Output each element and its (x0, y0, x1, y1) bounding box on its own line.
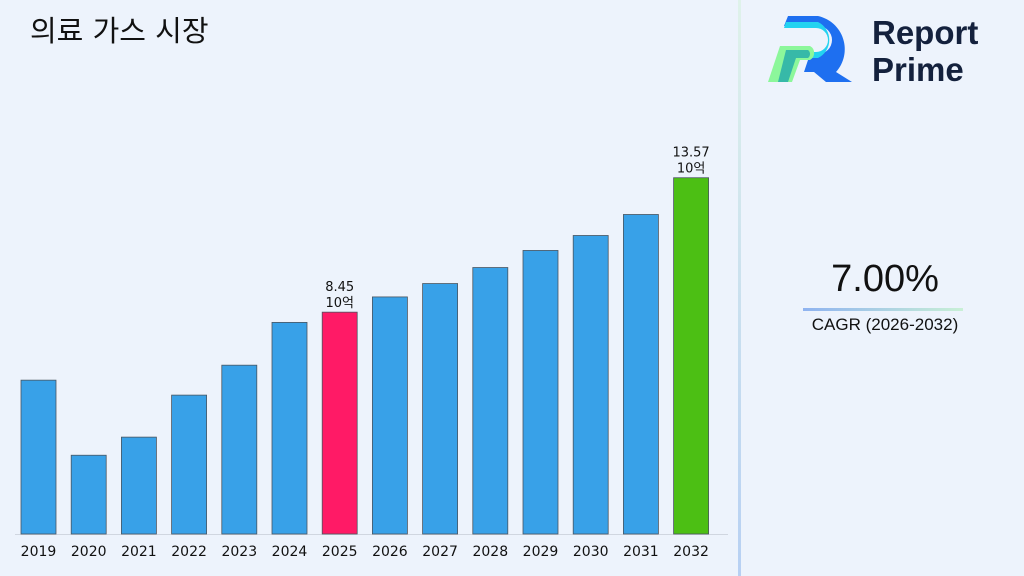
report-prime-logo (768, 16, 852, 82)
cagr-value: 7.00% (831, 258, 939, 300)
x-tick-label: 2025 (322, 544, 358, 560)
brand-name: Report Prime (872, 14, 978, 88)
bar-2032 (673, 177, 709, 535)
x-tick-label: 2026 (372, 544, 408, 560)
x-tick-label: 2029 (523, 544, 559, 560)
brand-line1: Report (872, 14, 979, 51)
x-tick-label: 2024 (272, 544, 308, 560)
bar-2029 (522, 250, 559, 535)
x-tick-label: 2027 (422, 544, 458, 560)
bar-2030 (572, 235, 609, 535)
bar-2025 (321, 311, 358, 535)
data-label-unit-2025: 10억 (325, 296, 354, 311)
x-tick-label: 2022 (171, 544, 207, 560)
bar-2028 (472, 267, 509, 535)
bar-2031 (623, 214, 659, 535)
bar-2024 (271, 321, 308, 535)
x-tick-label: 2020 (71, 544, 107, 560)
x-tick-label: 2019 (21, 544, 57, 560)
data-label-unit-2032: 10억 (677, 162, 706, 177)
data-label-2025: 8.45 (325, 280, 354, 295)
chart-title: 의료 가스 시장 (30, 14, 209, 48)
bar-2027 (422, 283, 459, 535)
bar-2021 (121, 436, 157, 535)
x-tick-label: 2028 (472, 544, 508, 560)
x-tick-label: 2023 (221, 544, 257, 560)
x-tick-label: 2031 (623, 544, 659, 560)
bar-2019 (20, 379, 57, 535)
data-label-2032: 13.57 (672, 146, 709, 161)
divider (738, 0, 741, 576)
bar-2020 (70, 454, 107, 535)
x-tick-label: 2021 (121, 544, 157, 560)
x-tick-label: 2032 (673, 544, 709, 560)
cagr-label: CAGR (2026-2032) (811, 315, 959, 334)
bar-2023 (221, 364, 258, 535)
bar-2022 (171, 394, 208, 535)
x-tick-label: 2030 (573, 544, 609, 560)
cagr-underline (803, 308, 963, 311)
brand-line2: Prime (872, 51, 964, 88)
bar-2026 (371, 296, 408, 535)
